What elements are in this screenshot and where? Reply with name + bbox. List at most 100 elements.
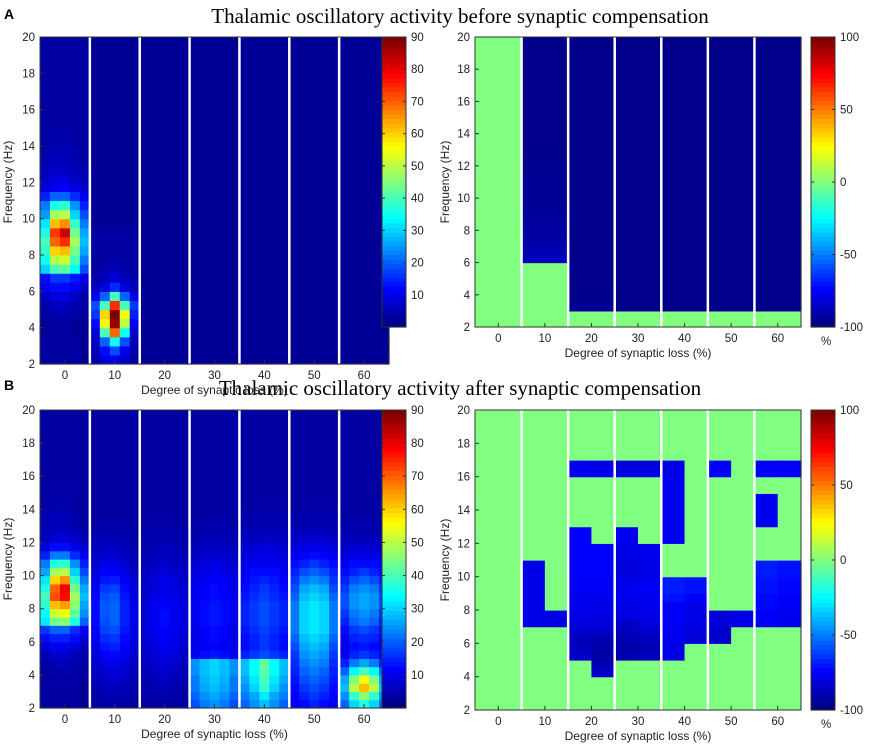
heat-cell <box>309 443 320 452</box>
y-axis-label: Frequency (Hz) <box>438 141 452 224</box>
colorbar-step <box>811 145 835 151</box>
heat-cell <box>279 73 290 84</box>
heat-cell <box>89 509 101 519</box>
heat-cell <box>219 542 231 552</box>
heat-cell <box>359 209 370 220</box>
heat-cell <box>249 245 260 256</box>
heat-cell <box>359 46 370 56</box>
heat-cell <box>319 691 330 701</box>
heat-cell <box>289 641 300 651</box>
colorbar-step <box>382 231 406 237</box>
heat-cell <box>475 510 499 519</box>
heat-cell <box>239 354 250 365</box>
colorbar-step <box>811 625 835 631</box>
heat-cell <box>319 616 330 626</box>
heat-cell <box>638 560 662 569</box>
heat-cell <box>199 443 211 452</box>
heat-cell <box>40 443 51 452</box>
heat-cell <box>299 64 310 74</box>
heat-cell <box>239 616 250 626</box>
y-tick-label: 8 <box>29 604 35 616</box>
heat-cell <box>754 53 802 62</box>
heat-cell <box>219 484 231 494</box>
heat-cell <box>229 418 241 428</box>
heat-cell <box>309 575 320 585</box>
heat-cell <box>591 576 616 586</box>
heat-cell <box>109 650 121 659</box>
heat-cell <box>329 209 340 220</box>
heat-cell <box>309 100 320 111</box>
heat-cell <box>249 683 260 693</box>
heat-cell <box>40 476 51 486</box>
heat-cell <box>259 227 270 238</box>
heat-cell <box>319 583 330 593</box>
heat-cell <box>638 410 662 419</box>
heat-cell <box>199 245 211 256</box>
heat-cell <box>139 127 151 138</box>
heat-cell <box>289 291 300 302</box>
heat-cell <box>219 309 231 320</box>
heat-cell <box>498 651 523 661</box>
heat-cell <box>169 336 181 347</box>
x-tick-label: 30 <box>632 716 645 728</box>
heat-cell <box>544 443 569 453</box>
heat-cell <box>69 309 81 320</box>
heat-cell <box>49 575 61 585</box>
heat-cell <box>99 443 111 452</box>
colorbar-step <box>811 513 835 519</box>
heat-cell <box>707 165 756 175</box>
heat-cell <box>79 273 91 283</box>
heat-cell <box>289 46 300 56</box>
heat-cell <box>109 273 121 283</box>
heat-cell <box>259 683 270 693</box>
heat-cell <box>49 633 61 643</box>
heat-cell <box>129 567 141 577</box>
heat-cell <box>40 291 51 302</box>
heat-cell <box>139 55 151 65</box>
colorbar-step <box>811 578 835 585</box>
heat-cell <box>614 685 639 694</box>
heat-cell <box>684 676 709 686</box>
heat-cell <box>614 222 662 231</box>
heat-cell <box>219 592 231 601</box>
heat-cell <box>319 426 330 436</box>
heat-cell <box>59 641 71 651</box>
heat-cell <box>568 246 616 256</box>
heat-cell <box>139 118 151 129</box>
heat-cell <box>249 291 260 302</box>
heat-cell <box>179 127 191 138</box>
heat-cell <box>189 327 201 338</box>
heat-cell <box>49 674 61 684</box>
heat-cell <box>239 484 250 494</box>
heat-cell <box>209 300 221 311</box>
heat-cell <box>69 227 81 238</box>
heat-cell <box>40 641 51 651</box>
heat-cell <box>731 435 756 444</box>
heat-cell <box>169 155 181 165</box>
heat-cell <box>684 551 709 561</box>
heat-cell <box>369 327 380 338</box>
colorbar-step <box>382 605 406 611</box>
x-tick-label: 50 <box>725 333 738 345</box>
heat-cell <box>209 291 221 302</box>
group-20 <box>139 37 191 365</box>
heat-cell <box>754 660 779 669</box>
heat-cell <box>259 282 270 292</box>
heat-cell <box>139 592 151 601</box>
heat-cell <box>498 568 523 578</box>
heat-cell <box>329 484 340 494</box>
heat-cell <box>169 127 181 138</box>
heat-cell <box>319 699 330 709</box>
heat-cell <box>199 550 211 560</box>
heat-cell <box>614 286 662 296</box>
heat-cell <box>40 191 51 202</box>
heat-cell <box>319 236 330 247</box>
colorbar-step <box>382 145 406 151</box>
heat-cell <box>498 460 523 469</box>
heat-cell <box>707 426 732 436</box>
y-axis-label: Frequency (Hz) <box>1 518 15 601</box>
x-tick-label: 0 <box>495 716 501 728</box>
colorbar-tick-label: 0 <box>840 555 846 567</box>
heat-cell <box>638 568 662 578</box>
heat-cell <box>139 683 151 693</box>
